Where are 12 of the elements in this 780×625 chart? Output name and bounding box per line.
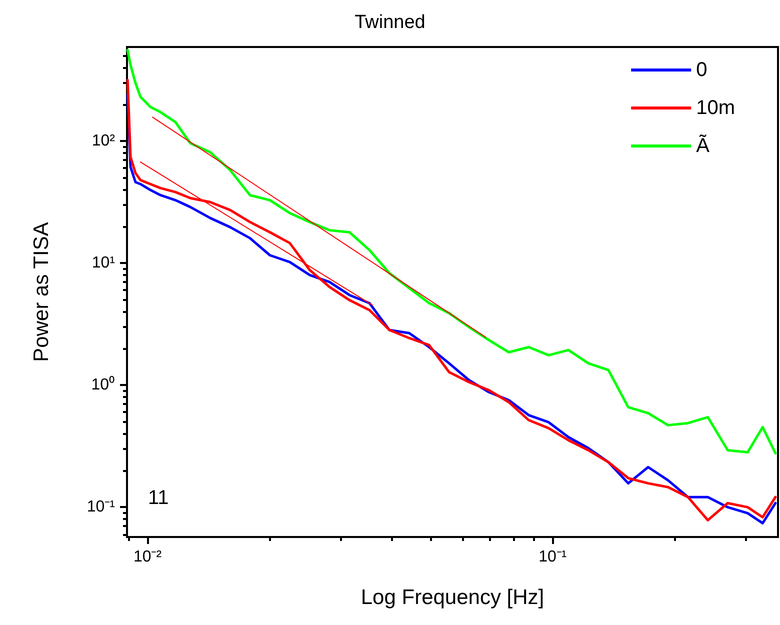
legend-label: Ã [696, 134, 710, 157]
chart-title: Twinned [354, 12, 426, 33]
legend-label: 0 [696, 59, 708, 81]
y-tick-label: 10² [92, 132, 116, 150]
legend-label: 10m [696, 97, 735, 119]
annotation: 11 [148, 487, 169, 509]
y-axis-title: Power as TISA [30, 222, 53, 362]
x-tick-label: 10⁻² [133, 548, 162, 566]
x-axis-title: Log Frequency [Hz] [360, 586, 544, 609]
y-tick-label: 10⁰ [91, 376, 115, 394]
y-tick-label: 10¹ [92, 254, 115, 272]
y-tick-label: 10⁻¹ [86, 498, 115, 516]
